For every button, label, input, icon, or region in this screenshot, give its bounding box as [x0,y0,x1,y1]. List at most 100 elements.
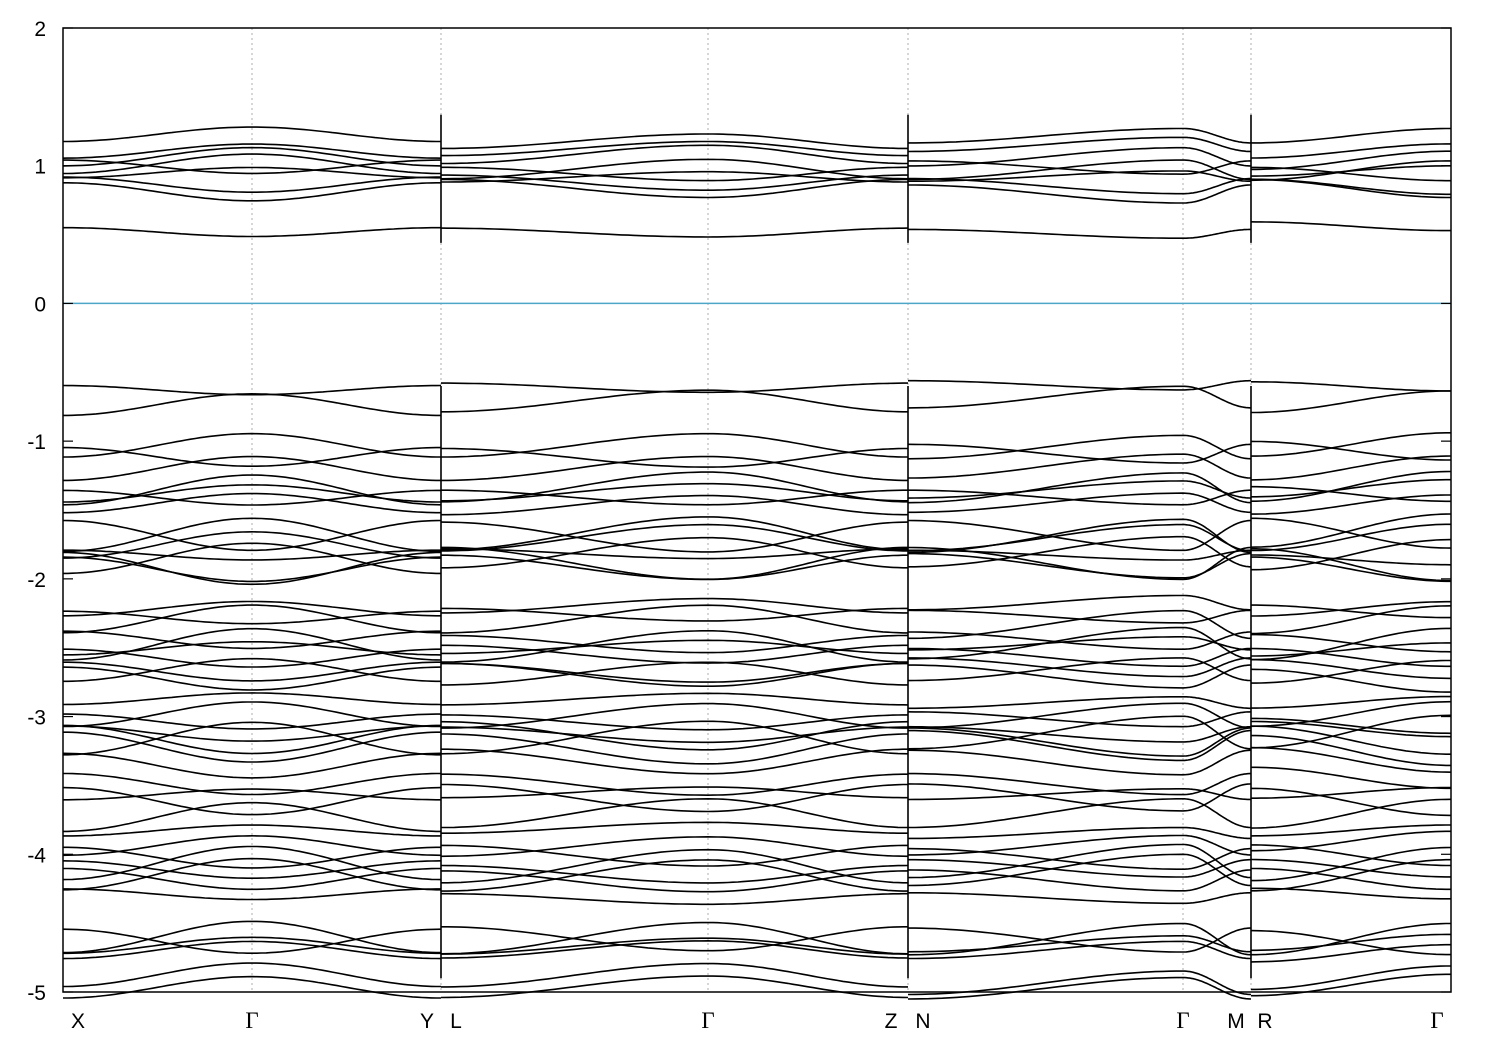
band-line [908,170,1251,182]
band-line [908,858,1251,878]
band-line [1251,844,1451,867]
band-line [63,549,441,561]
band-line [63,604,441,634]
band-line [441,797,908,829]
band-line [907,472,1252,504]
band-line [908,727,1251,757]
band-line [1250,668,1451,693]
band-line [441,604,908,634]
band-line [440,630,909,663]
band-line [1251,642,1451,657]
band-line [908,127,1251,144]
band-line [907,725,1252,743]
band-line [440,939,909,959]
band-line [441,926,908,952]
band-line [62,519,442,552]
band-line [62,940,442,960]
band-line [907,853,1252,887]
band-line [440,227,909,238]
band-line [907,715,1252,750]
band-line [908,798,1251,829]
band-line [1251,556,1451,583]
band-line [907,922,1252,956]
band-line [1250,178,1451,196]
band-line [1251,605,1452,635]
band-line [908,160,1251,176]
band-line [907,935,1252,953]
band-line [441,859,908,892]
bands [62,126,1452,1000]
band-line [907,609,1252,624]
band-line [63,721,441,756]
band-line [1251,846,1452,882]
x-tick-label: Z [885,1010,898,1033]
band-line [907,788,1252,801]
band-line [62,692,442,706]
x-tick-label: Γ [701,1008,714,1033]
band-line [441,516,908,551]
band-line [62,146,442,167]
band-line [1251,390,1451,414]
band-line [63,542,441,575]
band-line [908,647,1251,668]
band-line [908,772,1251,796]
band-line [62,517,442,553]
band-line [907,519,1252,552]
band-line [441,714,908,731]
band-line [908,146,1251,167]
band-line [63,857,441,891]
band-line [63,888,441,901]
x-tick-label: R [1257,1010,1272,1033]
band-line [63,661,441,682]
band-line [441,536,908,569]
band-line [440,158,909,180]
band-line [1251,922,1451,956]
band-line [907,518,1252,554]
band-line [1251,720,1452,738]
y-axis-ticks: 2 1 0 -1 -2 -3 -4 -5 [27,18,1451,1005]
band-line [1251,965,1451,991]
band-line [63,962,441,988]
band-line [907,711,1252,728]
band-line [441,140,908,157]
band-line [1250,725,1451,755]
band-line [62,928,442,954]
band-line [908,940,1251,960]
band-line [63,657,441,683]
y-tick-label: -1 [27,431,46,454]
band-line [1251,548,1451,582]
band-line [441,733,908,765]
band-line [63,489,441,506]
x-tick-label: L [450,1010,462,1033]
band-line [907,443,1252,464]
x-tick-label: Y [420,1010,434,1033]
band-line [907,976,1252,1000]
band-line [907,136,1252,153]
band-line [908,177,1251,195]
band-line [441,170,908,183]
band-line [441,662,908,687]
band-line [908,702,1251,729]
x-tick-label: M [1227,1010,1245,1033]
y-tick-label: -5 [27,982,46,1005]
y-tick-label: -2 [27,569,46,592]
band-line [63,600,441,617]
band-line [908,631,1251,650]
band-line [441,773,908,797]
band-line [63,936,441,955]
band-line [1251,973,1451,997]
band-line [441,389,908,413]
band-line [1251,714,1452,749]
band-line [1251,787,1452,817]
band-line [908,664,1251,689]
band-line [63,392,441,417]
band-line [1251,734,1451,767]
band-line [1251,523,1451,552]
band-line [63,166,441,179]
band-line [63,530,441,559]
band-line [907,546,1252,581]
band-line [63,713,441,730]
band-line [1251,538,1452,571]
band-line [908,626,1251,660]
